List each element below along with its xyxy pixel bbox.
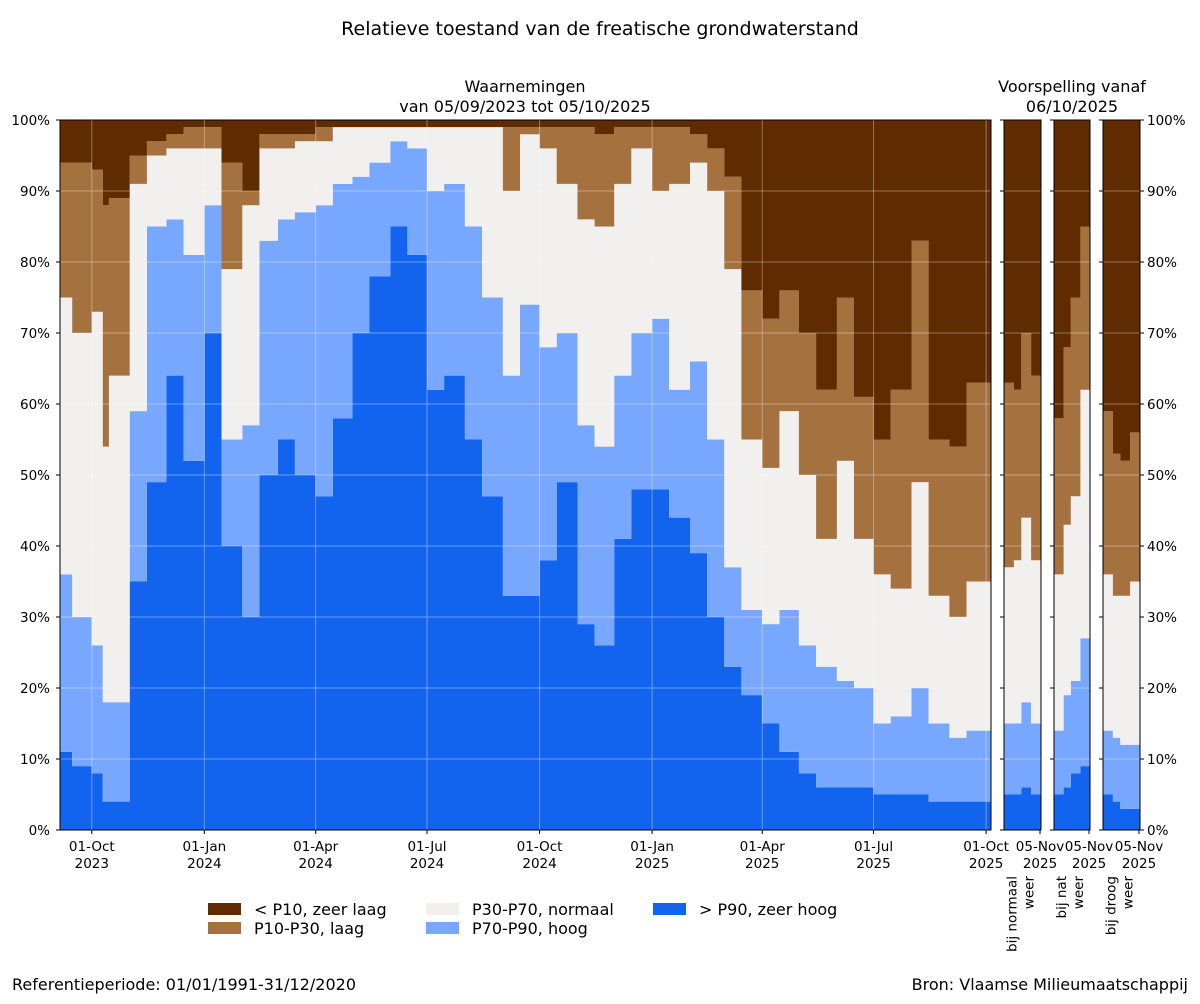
forecast-1-area-p30-p70-normaal [1054, 333, 1090, 731]
legend-label: P70-P90, hoog [472, 919, 588, 938]
forecast-2-area-p70-p90-hoog [1103, 730, 1140, 809]
legend-swatch [208, 922, 241, 934]
footer-reference: Referentieperiode: 01/01/1991-31/12/2020 [12, 975, 356, 994]
x-tick-label: 01-Jan [183, 839, 227, 855]
x-tick-label: 01-Jul [407, 839, 446, 855]
x-tick-label: 2025 [745, 856, 779, 872]
plot-panels: 01-Oct202301-Jan202401-Apr202401-Jul2024… [11, 113, 1185, 952]
x-tick-label: 2025 [856, 856, 890, 872]
y-tick-label: 30% [20, 610, 50, 626]
x-tick-label: 05-Nov [1016, 839, 1064, 855]
observed-panel: 01-Oct202301-Jan202401-Apr202401-Jul2024… [56, 119, 1009, 872]
y-tick-label: 10% [20, 752, 50, 768]
y-tick-label-right: 0% [1147, 823, 1169, 839]
y-tick-label-right: 10% [1147, 752, 1177, 768]
x-tick-label: 2025 [1072, 856, 1106, 872]
x-tick-label: 01-Jan [630, 839, 674, 855]
x-tick-label: 2024 [410, 856, 444, 872]
footer-source: Bron: Vlaamse Milieumaatschappij [912, 975, 1188, 994]
observed-title-line2: van 05/09/2023 tot 05/10/2025 [399, 97, 650, 116]
y-tick-label: 40% [20, 539, 50, 555]
forecast-1-area-p90-zeer-hoog [1054, 751, 1090, 830]
forecast-1-area-p10-p30-laag [1054, 205, 1090, 575]
x-tick-label: 01-Apr [293, 839, 339, 855]
y-tick-label: 0% [29, 823, 51, 839]
x-tick-label: 01-Oct [69, 839, 115, 855]
y-tick-label-right: 30% [1147, 610, 1177, 626]
y-tick-label-right: 20% [1147, 681, 1177, 697]
forecast-0-area-p70-p90-hoog [1004, 702, 1041, 795]
y-tick-label-right: 90% [1147, 184, 1177, 200]
x-tick-label: 01-Oct [963, 839, 1009, 855]
x-tick-label: 2025 [635, 856, 669, 872]
legend-swatch [426, 922, 459, 934]
forecast-scenario-label: weer [1022, 876, 1038, 910]
y-tick-label-right: 40% [1147, 539, 1177, 555]
chart-title: Relatieve toestand van de freatische gro… [341, 18, 859, 40]
forecast-0-area-p10-p30-laag [1004, 333, 1041, 568]
x-tick-label: 2025 [1122, 856, 1156, 872]
legend-swatch [208, 903, 241, 915]
forecast-0-area-p90-zeer-hoog [1004, 787, 1041, 830]
x-tick-label: 2024 [187, 856, 221, 872]
y-tick-label-right: 70% [1147, 326, 1177, 342]
x-tick-label: 2023 [75, 856, 109, 872]
y-tick-label: 90% [20, 184, 50, 200]
forecast-scenario-label: weer [1071, 876, 1087, 910]
forecast-2-area-p90-zeer-hoog [1103, 794, 1140, 830]
forecast-scenario-label: weer [1121, 876, 1137, 910]
x-tick-label: 2024 [522, 856, 556, 872]
observed-area-p10-zeer-laag [60, 120, 991, 447]
x-tick-label: 2025 [1023, 856, 1057, 872]
forecast-title-line2: 06/10/2025 [1026, 97, 1118, 116]
observed-area-p90-zeer-hoog [60, 226, 991, 830]
x-tick-label: 05-Nov [1115, 839, 1163, 855]
y-tick-label: 60% [20, 397, 50, 413]
legend-swatch [426, 903, 459, 915]
forecast-scenario-label: bij nat [1054, 876, 1070, 918]
forecast-scenario-label: bij droog [1104, 876, 1120, 935]
legend-swatch [653, 903, 686, 915]
legend-label: > P90, zeer hoog [699, 900, 837, 919]
legend-label: < P10, zeer laag [254, 900, 387, 919]
x-tick-label: 01-Jul [854, 839, 893, 855]
forecast-2-area-p10-zeer-laag [1103, 120, 1140, 475]
y-tick-label: 100% [11, 113, 50, 129]
observed-area-p30-p70-normaal [60, 127, 991, 738]
x-tick-label: 05-Nov [1065, 839, 1113, 855]
y-tick-label: 80% [20, 255, 50, 271]
forecast-0-area-p10-zeer-laag [1004, 120, 1041, 390]
observed-area-p70-p90-hoog [60, 141, 991, 802]
y-tick-label-right: 50% [1147, 468, 1177, 484]
forecast-1-area-p70-p90-hoog [1054, 609, 1090, 795]
forecast-1-area-p10-zeer-laag [1054, 120, 1090, 419]
forecast-scenario-label: bij normaal [1005, 876, 1021, 952]
forecast-title-line1: Voorspelling vanaf [998, 77, 1146, 96]
observed-area-p10-p30-laag [60, 127, 991, 617]
forecast-2-area-p10-p30-laag [1103, 411, 1140, 610]
x-tick-label: 2025 [969, 856, 1003, 872]
y-tick-label: 70% [20, 326, 50, 342]
observed-title-line1: Waarnemingen [465, 77, 586, 96]
legend-label: P10-P30, laag [254, 919, 364, 938]
y-tick-label-right: 60% [1147, 397, 1177, 413]
forecast-2-area-p30-p70-normaal [1103, 574, 1140, 745]
y-tick-label-right: 80% [1147, 255, 1177, 271]
x-tick-label: 2024 [299, 856, 333, 872]
forecast-0-area-p30-p70-normaal [1004, 517, 1041, 738]
y-tick-label: 50% [20, 468, 50, 484]
y-tick-label-right: 100% [1147, 113, 1186, 129]
y-tick-label: 20% [20, 681, 50, 697]
x-tick-label: 01-Apr [740, 839, 786, 855]
x-tick-label: 01-Oct [517, 839, 563, 855]
legend-label: P30-P70, normaal [472, 900, 614, 919]
